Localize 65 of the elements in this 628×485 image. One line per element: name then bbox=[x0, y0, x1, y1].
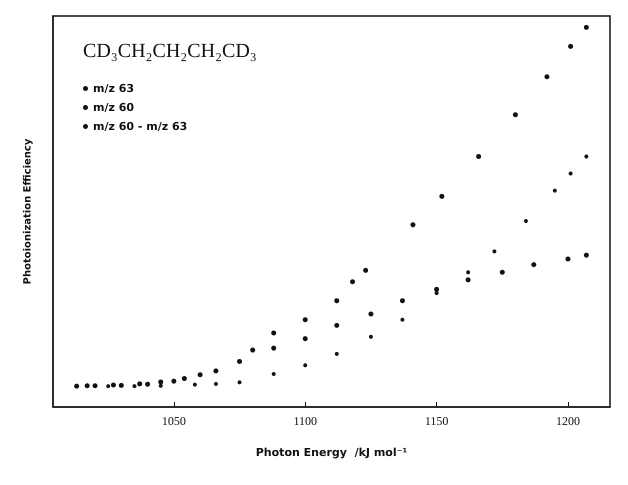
x-tick-label: 1100 bbox=[293, 414, 318, 428]
legend-label: m/z 60 - m/z 63 bbox=[93, 120, 188, 133]
point bbox=[584, 24, 589, 30]
point bbox=[568, 172, 573, 176]
point bbox=[552, 188, 557, 193]
point bbox=[145, 382, 150, 387]
point bbox=[524, 218, 528, 223]
point bbox=[171, 378, 176, 384]
point bbox=[158, 384, 163, 388]
point bbox=[334, 298, 340, 304]
point bbox=[250, 348, 256, 353]
point bbox=[363, 268, 368, 273]
legend-label: m/z 63 bbox=[93, 82, 134, 95]
point bbox=[92, 383, 98, 388]
point bbox=[439, 194, 444, 199]
point bbox=[182, 376, 187, 382]
x-tick-label: 1150 bbox=[424, 414, 448, 428]
point bbox=[192, 382, 197, 387]
point bbox=[237, 358, 242, 364]
point bbox=[565, 256, 570, 262]
point bbox=[110, 382, 116, 388]
point bbox=[434, 286, 440, 292]
point bbox=[271, 330, 276, 336]
point bbox=[238, 380, 242, 384]
x-tick-label: 1050 bbox=[162, 414, 186, 428]
point bbox=[410, 222, 416, 228]
x-tick-label: 1200 bbox=[556, 414, 580, 428]
point bbox=[544, 74, 550, 80]
point bbox=[158, 379, 164, 384]
x-axis-title: Photon Energy /kJ mol⁻¹ bbox=[256, 446, 408, 459]
legend-label: m/z 60 bbox=[93, 101, 134, 114]
point bbox=[466, 277, 471, 282]
point bbox=[400, 318, 404, 322]
point bbox=[334, 352, 339, 356]
point bbox=[434, 291, 439, 296]
point bbox=[350, 279, 356, 284]
point bbox=[272, 372, 276, 376]
point bbox=[368, 334, 373, 339]
point bbox=[303, 363, 308, 368]
point bbox=[400, 298, 405, 304]
y-axis-title: Photoionization Efficiency bbox=[22, 138, 34, 284]
point bbox=[106, 384, 110, 388]
point bbox=[466, 270, 470, 274]
point bbox=[302, 317, 308, 322]
point bbox=[137, 381, 142, 386]
point bbox=[584, 252, 589, 258]
point bbox=[271, 346, 276, 351]
point bbox=[476, 154, 482, 159]
point bbox=[568, 44, 574, 49]
point bbox=[74, 384, 80, 389]
point bbox=[512, 112, 518, 118]
point bbox=[302, 336, 308, 342]
point bbox=[334, 322, 340, 328]
point bbox=[584, 154, 588, 158]
point bbox=[198, 372, 203, 378]
point bbox=[214, 382, 218, 386]
point bbox=[84, 383, 90, 388]
text: CD₃CH₂CH₂CH₂CD₃ bbox=[83, 40, 257, 62]
point bbox=[531, 262, 536, 268]
point bbox=[118, 382, 124, 388]
point bbox=[500, 270, 505, 275]
point bbox=[368, 311, 374, 316]
point bbox=[492, 249, 496, 254]
point bbox=[132, 384, 136, 388]
point bbox=[213, 368, 218, 374]
